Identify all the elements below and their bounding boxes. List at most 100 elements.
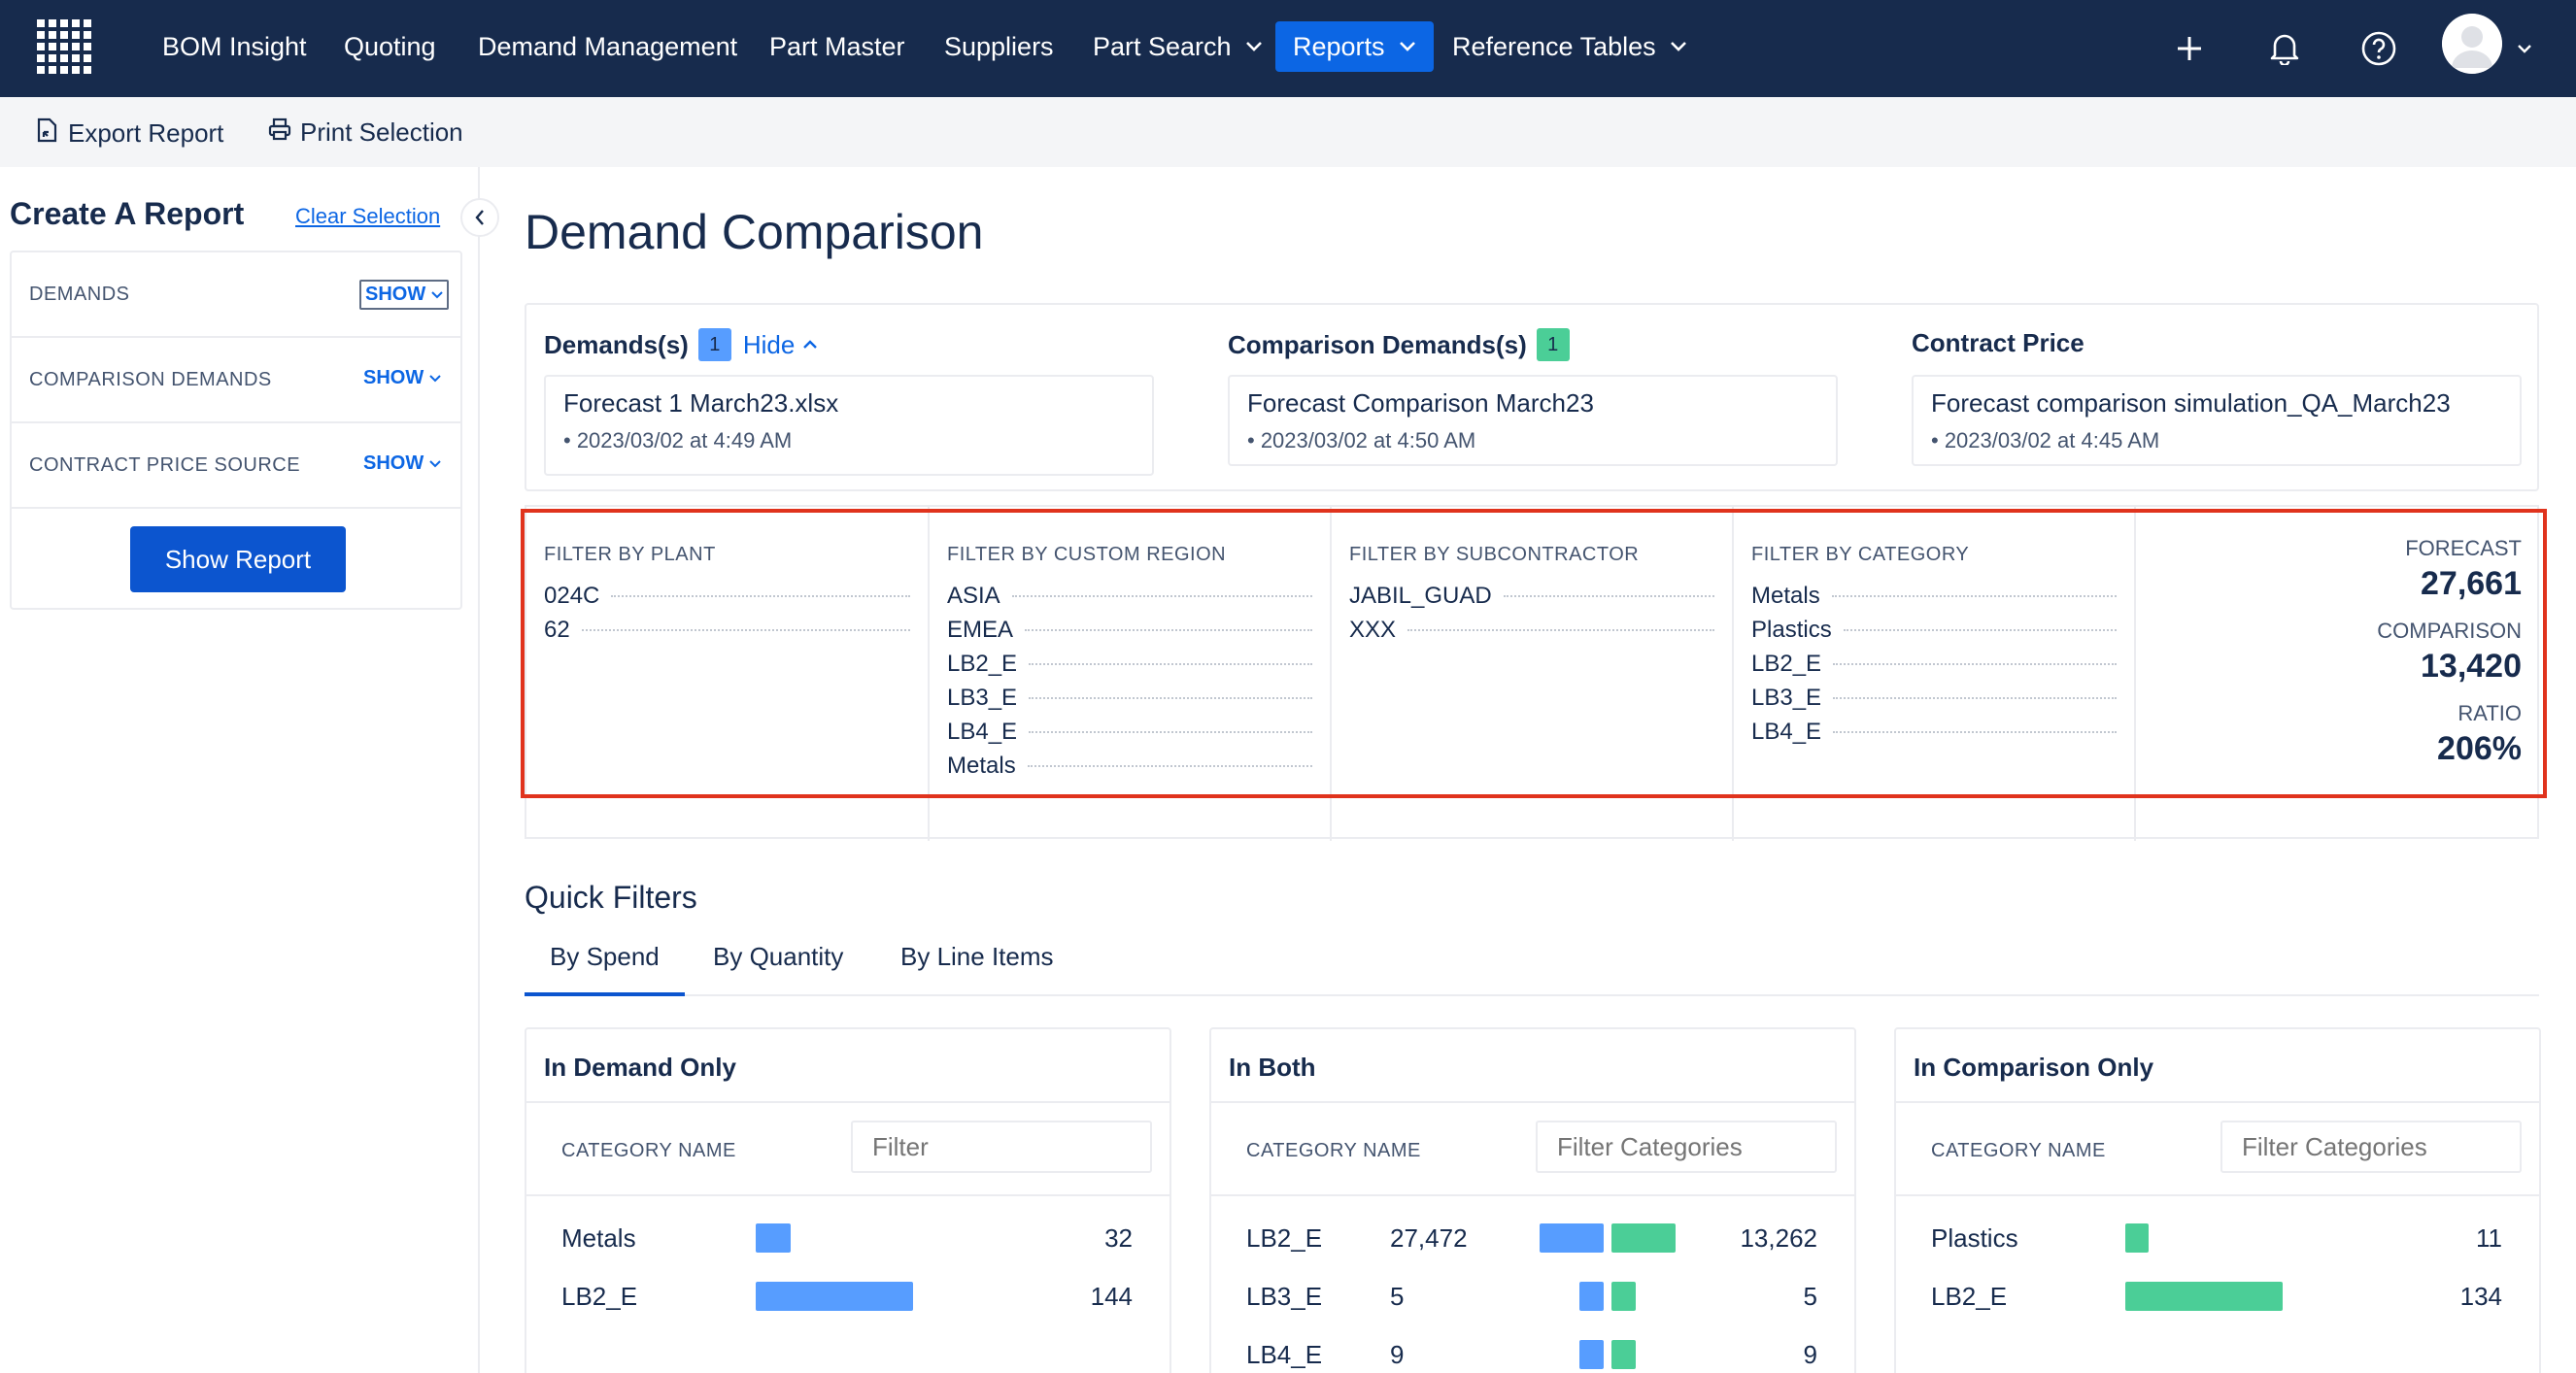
top-nav: BOM Insight Quoting Demand Management Pa… bbox=[0, 0, 2576, 97]
category-name: LB2_E bbox=[1931, 1282, 2008, 1311]
sidebar-title: Create A Report bbox=[10, 196, 245, 231]
filter-item[interactable]: LB3_E bbox=[947, 681, 1312, 715]
filter-item-label: EMEA bbox=[947, 616, 1014, 643]
filter-header: FILTER BY CUSTOM REGION bbox=[947, 544, 1227, 565]
toolbar: Export Report Print Selection bbox=[0, 97, 2576, 167]
in-comparison-only-card: In Comparison Only CATEGORY NAME Plastic… bbox=[1894, 1027, 2541, 1373]
chevron-left-icon bbox=[474, 203, 486, 233]
category-row[interactable]: LB2_E 144 bbox=[526, 1278, 1169, 1317]
hide-demands-link[interactable]: Hide bbox=[743, 330, 818, 360]
filter-item[interactable]: ASIA bbox=[947, 579, 1312, 613]
chevron-down-icon bbox=[1399, 41, 1416, 52]
filter-list: JABIL_GUAD XXX bbox=[1349, 579, 1714, 647]
filter-item[interactable]: JABIL_GUAD bbox=[1349, 579, 1714, 613]
nav-reports[interactable]: Reports bbox=[1275, 21, 1434, 72]
filter-header: FILTER BY SUBCONTRACTOR bbox=[1349, 544, 1640, 565]
comparison-value: 13,420 bbox=[2421, 648, 2522, 685]
chevron-down-icon[interactable] bbox=[2510, 21, 2539, 76]
filter-categories-input[interactable] bbox=[2220, 1121, 2522, 1173]
demand-bar bbox=[756, 1282, 913, 1311]
export-report-button[interactable]: Export Report bbox=[35, 117, 223, 151]
clear-selection-link[interactable]: Clear Selection bbox=[295, 204, 441, 228]
tab-by-spend[interactable]: By Spend bbox=[525, 942, 685, 996]
nav-quoting[interactable]: Quoting bbox=[344, 21, 436, 72]
nav-demand-management[interactable]: Demand Management bbox=[478, 21, 737, 72]
bell-icon[interactable] bbox=[2257, 21, 2312, 76]
category-row[interactable]: Metals 32 bbox=[526, 1220, 1169, 1258]
app-logo-icon[interactable] bbox=[35, 17, 93, 76]
nav-suppliers[interactable]: Suppliers bbox=[944, 21, 1054, 72]
show-comparison-demands-toggle[interactable]: SHOW bbox=[359, 365, 445, 391]
print-selection-label: Print Selection bbox=[300, 117, 463, 147]
dotted-leader bbox=[1833, 696, 2117, 699]
column-header: CATEGORY NAME bbox=[561, 1140, 736, 1161]
demand-value: 27,472 bbox=[1390, 1223, 1468, 1253]
nav-part-master[interactable]: Part Master bbox=[769, 21, 905, 72]
show-report-button[interactable]: Show Report bbox=[130, 526, 346, 592]
category-row[interactable]: LB2_E 134 bbox=[1896, 1278, 2539, 1317]
category-row[interactable]: LB2_E 27,472 13,262 bbox=[1211, 1220, 1854, 1258]
tab-by-line-items[interactable]: By Line Items bbox=[900, 942, 1054, 996]
show-demands-toggle[interactable]: SHOW bbox=[359, 280, 450, 310]
contract-price-label: Contract Price bbox=[1912, 328, 2085, 357]
contract-file-box[interactable]: Forecast comparison simulation_QA_March2… bbox=[1912, 375, 2522, 466]
filter-item[interactable]: LB3_E bbox=[1751, 681, 2117, 715]
filter-item-label: Metals bbox=[947, 752, 1016, 779]
filter-item-label: LB4_E bbox=[947, 718, 1018, 745]
comparison-value: 9 bbox=[1803, 1340, 1817, 1369]
tab-by-quantity[interactable]: By Quantity bbox=[713, 942, 843, 996]
collapse-sidebar-button[interactable] bbox=[460, 198, 499, 237]
demand-bar bbox=[1579, 1340, 1604, 1369]
show-contract-price-toggle[interactable]: SHOW bbox=[359, 451, 445, 477]
plus-icon[interactable] bbox=[2162, 21, 2217, 76]
avatar[interactable] bbox=[2442, 14, 2502, 74]
filter-list: Metals Plastics LB2_E LB3_E LB4_E bbox=[1751, 579, 2117, 749]
demand-file-box[interactable]: Forecast 1 March23.xlsx • 2023/03/02 at … bbox=[544, 375, 1154, 476]
filter-item-label: 62 bbox=[544, 616, 570, 643]
page-title: Demand Comparison bbox=[525, 205, 984, 259]
filter-item-label: XXX bbox=[1349, 616, 1397, 643]
nav-label: Part Master bbox=[769, 31, 905, 61]
category-row[interactable]: Plastics 11 bbox=[1896, 1220, 2539, 1258]
contract-file-name: Forecast comparison simulation_QA_March2… bbox=[1931, 388, 2451, 418]
category-value: 144 bbox=[1090, 1282, 1133, 1311]
filter-item[interactable]: Metals bbox=[1751, 579, 2117, 613]
nav-part-search[interactable]: Part Search bbox=[1093, 21, 1263, 72]
comparison-value: 5 bbox=[1803, 1282, 1817, 1311]
help-icon[interactable] bbox=[2352, 21, 2406, 76]
filter-item[interactable]: 62 bbox=[544, 613, 910, 647]
filter-item[interactable]: 024C bbox=[544, 579, 910, 613]
quick-filter-tabs: By Spend By Quantity By Line Items bbox=[525, 932, 2539, 996]
filter-item[interactable]: LB2_E bbox=[947, 647, 1312, 681]
filter-item-label: LB3_E bbox=[1751, 684, 1822, 711]
filter-item[interactable]: LB4_E bbox=[1751, 715, 2117, 749]
filter-item[interactable]: Plastics bbox=[1751, 613, 2117, 647]
filter-item[interactable]: EMEA bbox=[947, 613, 1312, 647]
filter-item[interactable]: LB2_E bbox=[1751, 647, 2117, 681]
filter-input[interactable] bbox=[851, 1121, 1152, 1173]
filter-item-label: LB2_E bbox=[1751, 650, 1822, 677]
demand-bar bbox=[1540, 1223, 1604, 1253]
filter-item[interactable]: XXX bbox=[1349, 613, 1714, 647]
sidebar-row-label: DEMANDS bbox=[29, 284, 130, 305]
print-selection-button[interactable]: Print Selection bbox=[267, 117, 463, 149]
filter-item[interactable]: LB4_E bbox=[947, 715, 1312, 749]
category-row[interactable]: LB4_E 9 9 bbox=[1211, 1336, 1854, 1373]
comparison-file-box[interactable]: Forecast Comparison March23 • 2023/03/02… bbox=[1228, 375, 1838, 466]
nav-reference-tables[interactable]: Reference Tables bbox=[1452, 21, 1687, 72]
comparison-bar bbox=[1611, 1340, 1636, 1369]
comparison-file-date: • 2023/03/02 at 4:50 AM bbox=[1247, 428, 1476, 452]
nav-bom-insight[interactable]: BOM Insight bbox=[162, 21, 307, 72]
category-name: Plastics bbox=[1931, 1223, 2018, 1253]
filter-item[interactable]: Metals bbox=[947, 749, 1312, 783]
category-value: 134 bbox=[2459, 1282, 2502, 1311]
demands-column: Demands(s) 1 Hide bbox=[544, 328, 818, 361]
sidebar-row-label: COMPARISON DEMANDS bbox=[29, 369, 272, 390]
dotted-leader bbox=[1027, 764, 1312, 767]
ratio-value: 206% bbox=[2437, 730, 2522, 767]
card-title: In Both bbox=[1229, 1053, 1316, 1082]
filter-categories-input[interactable] bbox=[1536, 1121, 1837, 1173]
column-header: CATEGORY NAME bbox=[1931, 1140, 2106, 1161]
filter-subcontractor-column: FILTER BY SUBCONTRACTOR JABIL_GUAD XXX bbox=[1332, 507, 1734, 841]
category-row[interactable]: LB3_E 5 5 bbox=[1211, 1278, 1854, 1317]
